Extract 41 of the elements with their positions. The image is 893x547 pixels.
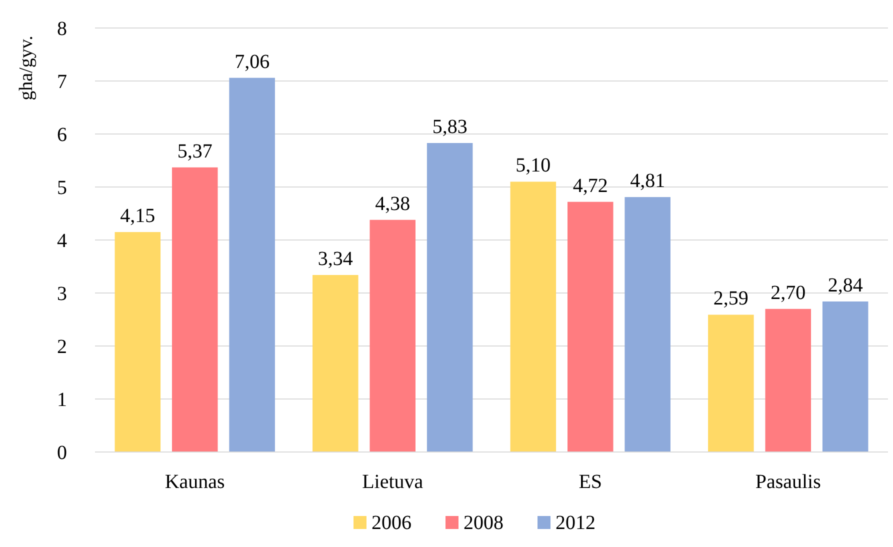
- y-tick-label: 3: [57, 283, 67, 305]
- y-tick-label: 7: [57, 71, 67, 93]
- bar: [765, 308, 812, 452]
- bar: [426, 143, 473, 452]
- data-label: 5,10: [516, 154, 551, 177]
- x-tick-label: Kaunas: [164, 471, 226, 493]
- data-label: 3,34: [318, 248, 353, 270]
- legend-label: 2008: [464, 512, 504, 534]
- y-tick-label: 8: [57, 18, 67, 40]
- data-label: 7,06: [234, 50, 270, 73]
- y-tick-label: 2: [57, 336, 67, 358]
- data-label: 4,38: [375, 192, 410, 215]
- data-label: 2,84: [828, 274, 863, 296]
- data-label: 4,72: [572, 174, 608, 197]
- bar: [510, 182, 556, 452]
- bar: [370, 220, 416, 452]
- bar: [312, 274, 358, 452]
- y-tick-label: 1: [57, 389, 67, 411]
- bar: [114, 232, 161, 452]
- data-label: 4,81: [630, 170, 666, 192]
- x-tick-label: ES: [578, 471, 602, 493]
- y-axis-title: gha/gyv.: [16, 36, 37, 100]
- bar: [708, 314, 754, 452]
- data-label: 2,70: [770, 282, 806, 304]
- bar: [567, 202, 614, 452]
- data-label: 4,15: [120, 205, 156, 228]
- bar: [229, 78, 275, 452]
- data-label: 5,37: [177, 140, 212, 162]
- y-tick-label: 4: [57, 230, 67, 252]
- data-label: 2,59: [713, 288, 748, 310]
- x-tick-label: Lietuva: [362, 471, 424, 493]
- y-tick-label: 6: [57, 124, 67, 146]
- bar: [172, 167, 218, 452]
- data-label: 5,83: [432, 116, 468, 138]
- bar: [624, 197, 670, 452]
- legend-label: 2006: [372, 512, 412, 534]
- y-tick-label: 5: [57, 177, 67, 199]
- y-tick-label: 0: [57, 442, 67, 464]
- legend-label: 2012: [556, 512, 596, 534]
- bar: [822, 301, 868, 452]
- x-tick-label: Pasaulis: [755, 471, 822, 493]
